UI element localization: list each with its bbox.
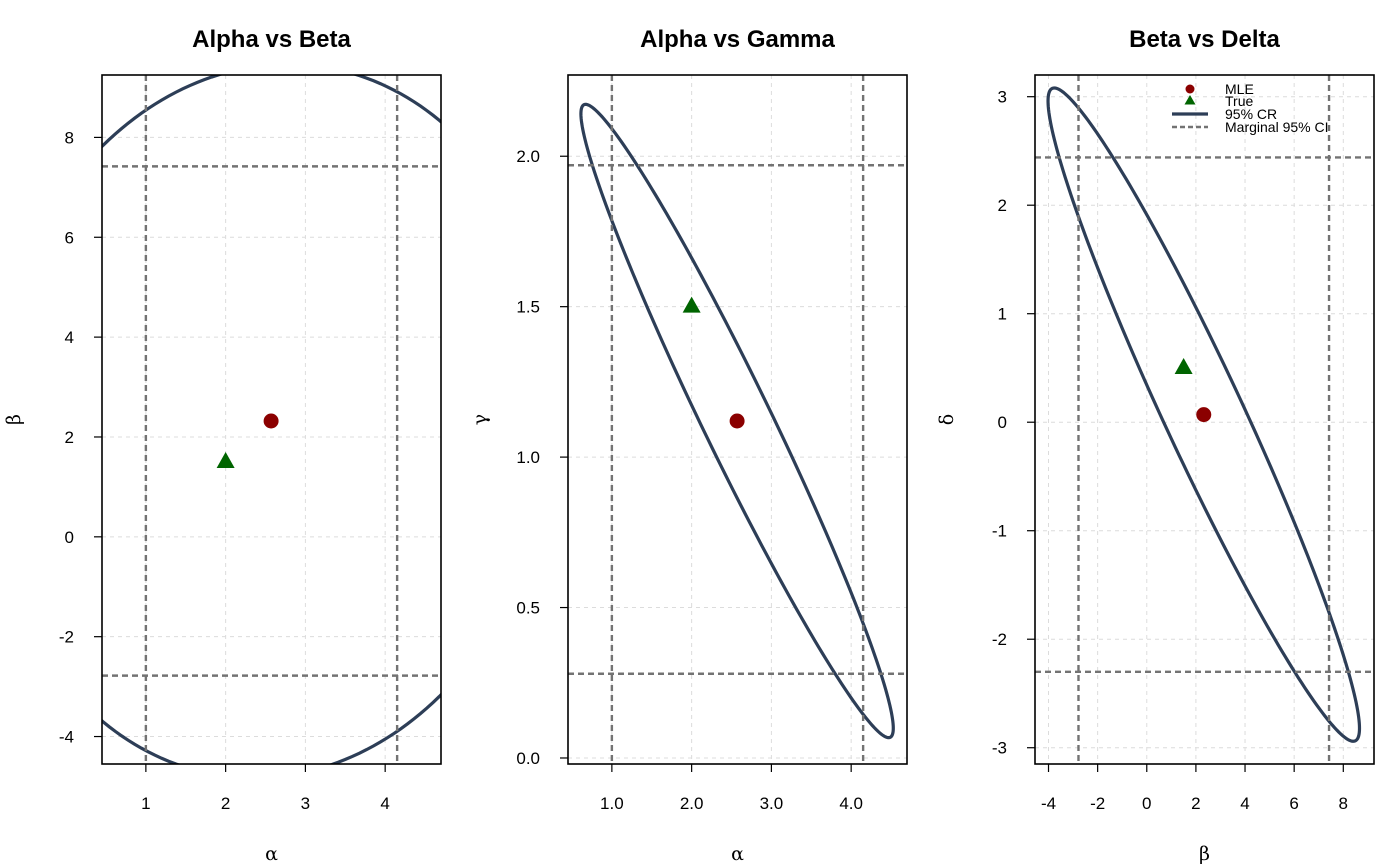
x-tick-label: 2 [221,794,230,813]
y-tick-label: 3 [998,88,1007,107]
x-tick-label: 1 [141,794,150,813]
x-tick-label: 3.0 [760,794,784,813]
plot-frame [1034,74,1375,765]
y-tick-label: -2 [992,630,1007,649]
y-tick-label: 0.0 [516,749,540,768]
confidence-region-95 [102,75,441,764]
panel-3: -4 -2 0 2 4 6 8 -3 -2 -1 0 1 2 3 Beta vs Delta β δ [936,26,1375,865]
x-tick-label: 2 [1191,794,1200,813]
x-tick-label: 1.0 [600,794,624,813]
legend-item: MLE [1185,81,1254,97]
y-tick-label: -4 [59,728,74,747]
x-axis-label: β [1199,843,1210,865]
y-tick-label: 6 [65,228,74,247]
y-tick-label: 1.0 [516,448,540,467]
plot-area [1035,75,1374,764]
panel-1: 1 2 3 4 -4 -2 0 2 4 6 8 Alpha vs Beta α β [3,26,442,865]
x-tick-label: 4.0 [839,794,863,813]
x-tick-label: 0 [1142,794,1151,813]
legend-label: True [1225,93,1253,109]
confidence-region-95 [1046,86,1362,743]
legend-label: 95% CR [1225,106,1277,122]
panel-title: Beta vs Delta [1129,26,1280,53]
x-tick-label: 4 [380,794,389,813]
true-point [216,451,235,468]
plot-area [568,75,907,764]
y-axis-label: γ [469,414,491,425]
mle-point [729,413,745,429]
y-tick-label: 1 [998,305,1007,324]
x-tick-label: -4 [1041,794,1056,813]
plot-frame [567,74,908,765]
legend-item: 95% CR [1172,106,1277,122]
y-tick-label: 2 [65,428,74,447]
y-tick-label: -3 [992,739,1007,758]
x-axis-label: α [731,843,744,865]
legend-true-symbol [1184,95,1196,105]
true-point [682,296,701,313]
panel-title: Alpha vs Gamma [640,26,835,53]
x-tick-label: 3 [301,794,310,813]
plot-area [102,75,441,764]
x-tick-label: 4 [1240,794,1249,813]
legend-item: Marginal 95% CI [1172,119,1329,135]
y-axis-label: δ [936,414,958,425]
y-axis-label: β [3,414,25,425]
legend-item: True [1184,93,1253,109]
panel-2: 1.0 2.0 3.0 4.0 0.0 0.5 1.0 1.5 2.0 Alpha vs Gamm… [469,26,908,865]
x-axis-label: α [265,843,278,865]
x-tick-label: -2 [1090,794,1105,813]
plot-frame [101,74,442,765]
y-tick-label: 2 [998,196,1007,215]
y-tick-label: -2 [59,628,74,647]
x-tick-label: 8 [1339,794,1348,813]
y-tick-label: 2.0 [516,147,540,166]
legend-mle-symbol [1185,84,1195,94]
mle-point [1196,407,1212,423]
legend-label: MLE [1225,81,1254,97]
panel-title: Alpha vs Beta [192,26,351,53]
y-tick-label: 0.5 [516,599,540,618]
x-tick-label: 6 [1289,794,1298,813]
true-point [1174,357,1193,374]
y-tick-label: 0 [998,413,1007,432]
y-tick-label: 1.5 [516,298,540,317]
confidence-region-95 [579,102,895,740]
y-tick-label: 0 [65,528,74,547]
y-tick-label: -1 [992,522,1007,541]
y-tick-label: 8 [65,128,74,147]
y-tick-label: 4 [65,328,74,347]
legend-label: Marginal 95% CI [1225,119,1329,135]
mle-point [263,413,279,429]
x-tick-label: 2.0 [680,794,704,813]
